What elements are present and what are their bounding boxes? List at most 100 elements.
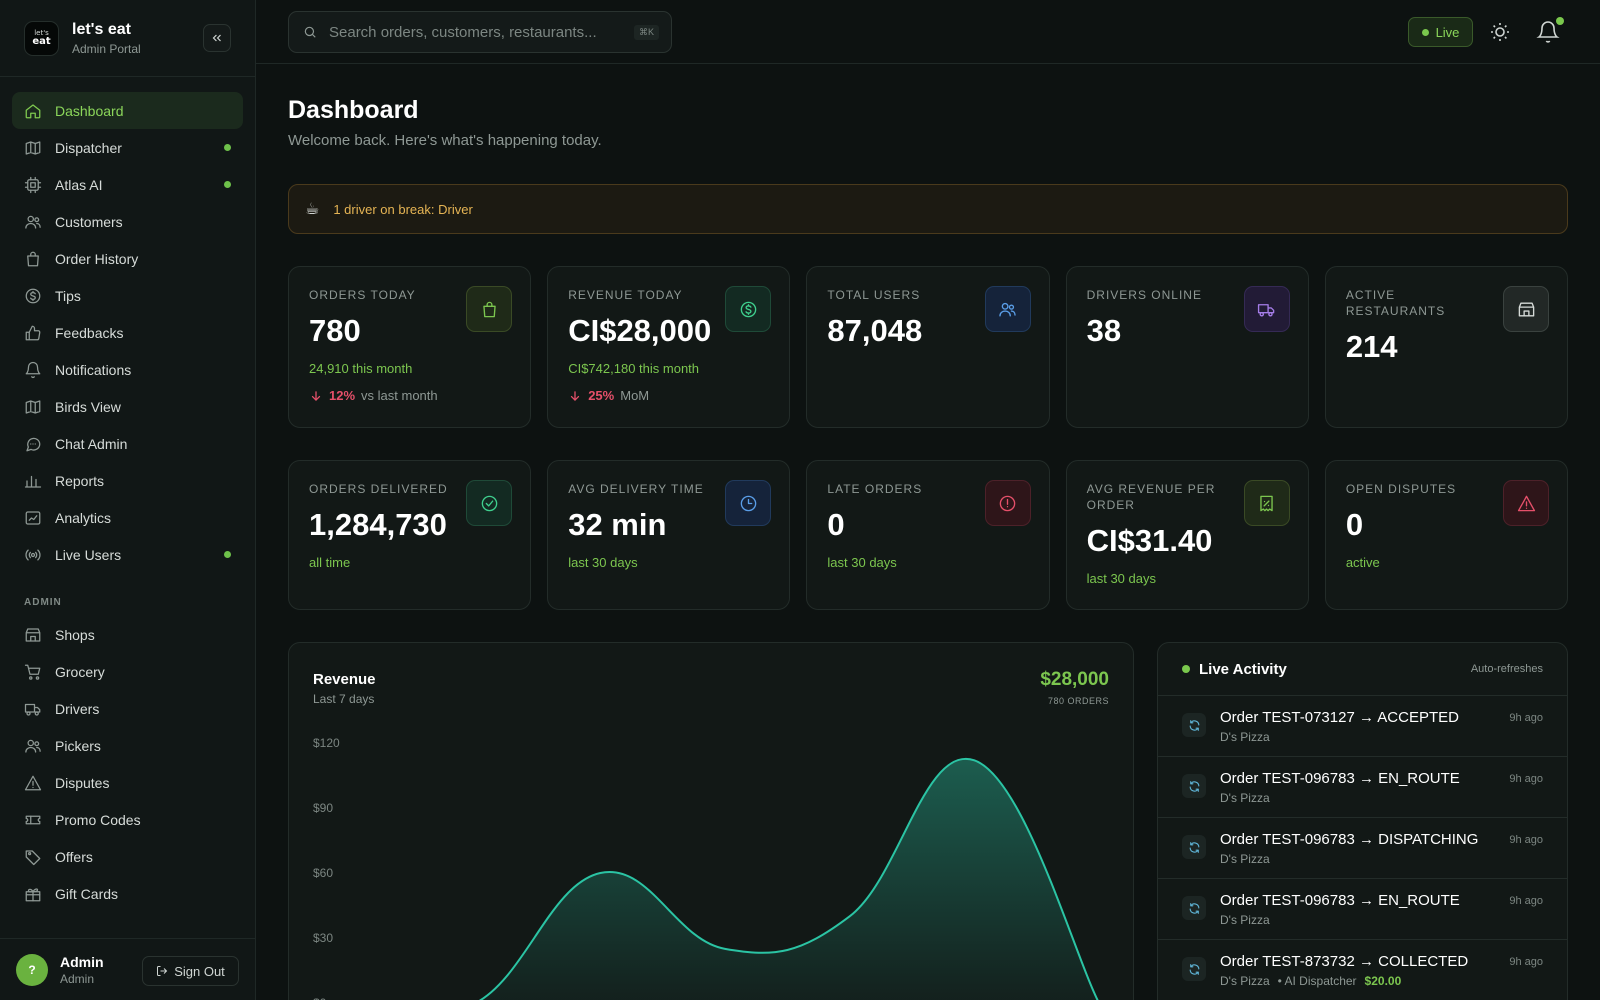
notifications-button[interactable]: [1536, 20, 1560, 44]
sidebar-item-live-users[interactable]: Live Users: [12, 536, 243, 573]
trend-percent: 25%: [588, 388, 615, 403]
sidebar-item-gift-cards[interactable]: Gift Cards: [12, 875, 243, 912]
sidebar-item-dashboard[interactable]: Dashboard: [12, 92, 243, 129]
stat-card[interactable]: ORDERS TODAY 780 24,910 this month 12% vs la…: [288, 266, 532, 428]
stat-card[interactable]: ORDERS DELIVERED 1,284,730 all time: [288, 460, 532, 610]
sidebar-item-tips[interactable]: Tips: [12, 277, 243, 314]
chat-icon: [26, 437, 41, 451]
truck-icon-wrap: [24, 700, 42, 718]
sidebar-item-pickers[interactable]: Pickers: [12, 727, 243, 764]
sidebar-item-drivers[interactable]: Drivers: [12, 690, 243, 727]
revenue-line: [478, 757, 1099, 1000]
activity-item[interactable]: Order TEST-096783 → EN_ROUTE D's Pizza 9h …: [1158, 879, 1567, 940]
activity-icon-box: [1182, 774, 1206, 798]
sidebar-item-label: Atlas AI: [55, 176, 103, 193]
stat-card[interactable]: OPEN DISPUTES 0 active: [1324, 460, 1569, 610]
activity-list: Order TEST-073127 → ACCEPTED D's Pizza 9h …: [1158, 696, 1567, 1000]
stat-card[interactable]: REVENUE TODAY CI$28,000 CI$742,180 this mo…: [547, 266, 791, 428]
collapse-sidebar-button[interactable]: [203, 24, 231, 52]
stat-card[interactable]: TOTAL USERS 87,048: [806, 266, 1050, 428]
sidebar-item-shops[interactable]: Shops: [12, 616, 243, 653]
activity-icon-box: [1182, 896, 1206, 920]
stat-icon-box: [725, 286, 772, 332]
bag-icon: [482, 301, 496, 317]
activity-time: 9h ago: [1509, 712, 1543, 724]
sidebar-item-customers[interactable]: Customers: [12, 203, 243, 240]
activity-title: Live Activity: [1199, 660, 1287, 678]
activity-text: Order TEST-096783 → DISPATCHING: [1220, 831, 1479, 848]
sidebar-item-offers[interactable]: Offers: [12, 838, 243, 875]
bar-chart-icon-wrap: [24, 472, 42, 490]
break-alert: ☕ 1 driver on break: Driver: [288, 184, 1568, 234]
stat-value: 214: [1345, 329, 1398, 364]
stat-value: 0: [827, 507, 845, 542]
activity-icon-box: [1182, 957, 1206, 981]
sidebar-item-grocery[interactable]: Grocery: [12, 653, 243, 690]
sign-out-button[interactable]: Sign Out: [142, 956, 239, 986]
topbar: Search orders, customers, restaurants...…: [256, 0, 1600, 64]
stat-label: AVG DELIVERY TIME: [568, 482, 704, 496]
stat-note: active: [1345, 555, 1380, 570]
sidebar-item-notifications[interactable]: Notifications: [12, 351, 243, 388]
sidebar-item-atlas-ai[interactable]: Atlas AI: [12, 166, 243, 203]
live-label: Live: [1435, 24, 1460, 40]
page-title: Dashboard: [288, 96, 419, 124]
stat-card[interactable]: AVG DELIVERY TIME 32 min last 30 days: [547, 460, 791, 610]
avatar[interactable]: ?: [16, 953, 48, 986]
clock-icon: [740, 495, 757, 511]
logo-small-text: let's: [34, 28, 49, 37]
activity-time: 9h ago: [1509, 834, 1543, 846]
sidebar-item-dispatcher[interactable]: Dispatcher: [12, 129, 243, 166]
theme-toggle-button[interactable]: [1488, 20, 1512, 44]
trend-percent: 12%: [329, 388, 356, 403]
activity-item[interactable]: Order TEST-096783 → DISPATCHING D's Pizza…: [1158, 818, 1567, 879]
sidebar-item-label: Reports: [55, 472, 105, 489]
sidebar-item-chat-admin[interactable]: Chat Admin: [12, 425, 243, 462]
activity-item[interactable]: Order TEST-096783 → EN_ROUTE D's Pizza 9h …: [1158, 757, 1567, 818]
warning-icon-wrap: [24, 774, 42, 792]
refresh-icon: [1189, 902, 1199, 914]
activity-subline: D's Pizza: [1220, 730, 1270, 744]
activity-item[interactable]: Order TEST-873732 → COLLECTED D's Pizza • …: [1158, 940, 1567, 1000]
stat-label: ORDERS TODAY: [309, 288, 416, 302]
stat-label: AVG REVENUE PER ORDER: [1086, 482, 1216, 512]
stat-trend: 25% MoM: [568, 388, 769, 403]
stat-card[interactable]: ACTIVE RESTAURANTS 214: [1324, 266, 1569, 428]
thumbs-up-icon: [25, 325, 41, 340]
stat-card[interactable]: DRIVERS ONLINE 38: [1065, 266, 1309, 428]
stat-value: 780: [309, 313, 361, 348]
sidebar-item-label: Live Users: [55, 546, 122, 563]
brand-subtitle: Admin Portal: [72, 41, 141, 56]
sidebar-item-birds-view[interactable]: Birds View: [12, 388, 243, 425]
stat-card[interactable]: AVG REVENUE PER ORDER CI$31.40 last 30 day…: [1065, 460, 1309, 610]
brand-header: let's eat let's eat Admin Portal: [0, 0, 255, 77]
live-dot: [1421, 28, 1429, 36]
activity-amount: $20.00: [1364, 974, 1402, 988]
sidebar-item-order-history[interactable]: Order History: [12, 240, 243, 277]
stat-note: 24,910 this month: [309, 361, 413, 376]
stat-icon-box: [466, 286, 513, 332]
sidebar-item-feedbacks[interactable]: Feedbacks: [12, 314, 243, 351]
sidebar-item-disputes[interactable]: Disputes: [12, 764, 243, 801]
y-tick-label: $30: [313, 931, 333, 945]
chip-icon: [24, 176, 42, 193]
user-name: Admin: [60, 953, 104, 970]
activity-restaurant: D's Pizza: [1220, 791, 1270, 805]
sidebar-item-promo-codes[interactable]: Promo Codes: [12, 801, 243, 838]
users-icon-wrap: [24, 213, 42, 231]
stat-card[interactable]: LATE ORDERS 0 last 30 days: [806, 460, 1050, 610]
sidebar-item-label: Shops: [55, 626, 95, 643]
stat-value: CI$28,000: [568, 313, 712, 348]
activity-item[interactable]: Order TEST-073127 → ACCEPTED D's Pizza 9h …: [1158, 696, 1567, 757]
search-input[interactable]: Search orders, customers, restaurants...…: [288, 11, 672, 53]
home-icon-wrap: [24, 102, 42, 120]
sidebar-item-reports[interactable]: Reports: [12, 462, 243, 499]
activity-icon-box: [1182, 713, 1206, 737]
live-activity-panel: Live Activity Auto-refreshes Order TEST-…: [1157, 642, 1568, 1000]
sidebar-item-analytics[interactable]: Analytics: [12, 499, 243, 536]
live-status-button[interactable]: Live: [1408, 17, 1473, 47]
brand-logo[interactable]: let's eat: [24, 20, 59, 56]
stat-icon-box: [725, 480, 772, 526]
activity-time: 9h ago: [1509, 895, 1543, 907]
sidebar-item-label: Promo Codes: [55, 811, 141, 828]
